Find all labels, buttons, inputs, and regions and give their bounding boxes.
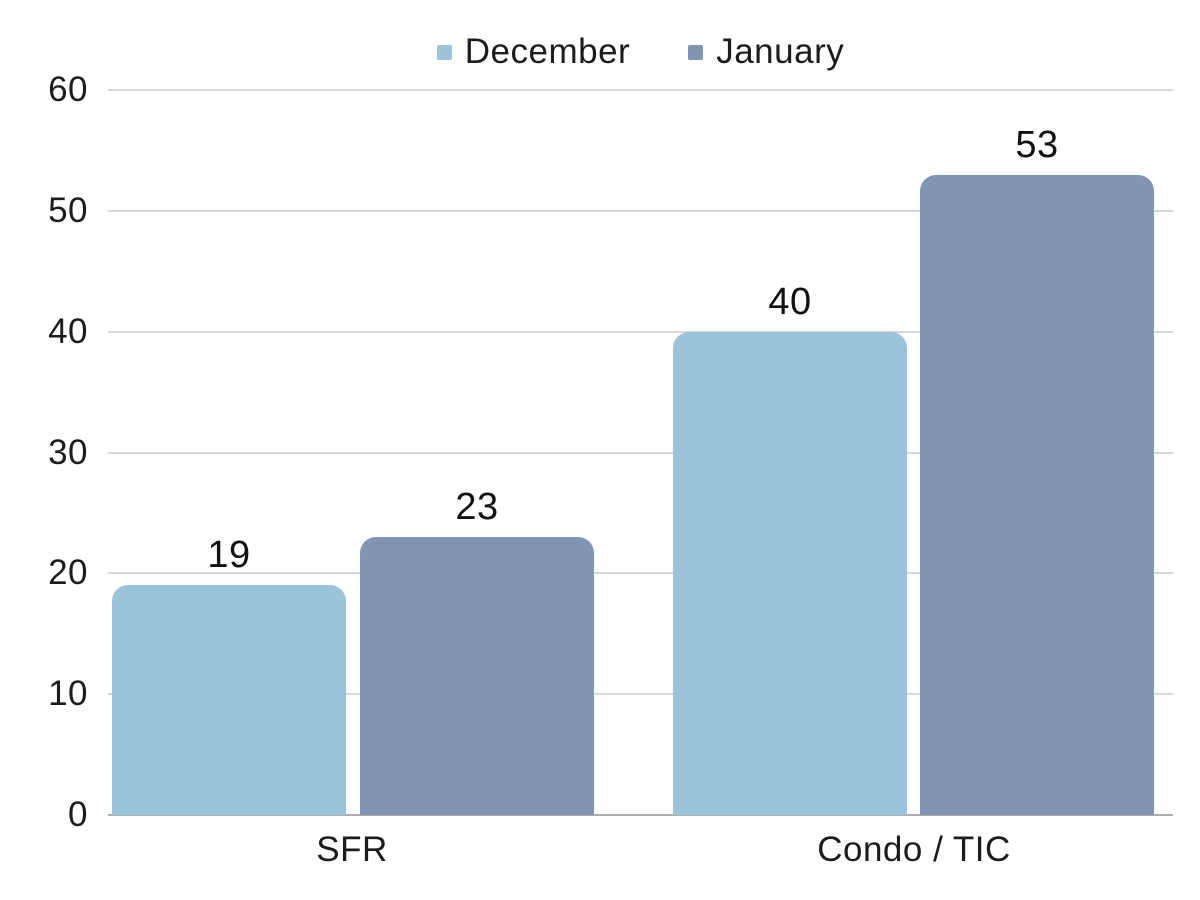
bar-january-condo-tic (920, 174, 1154, 815)
gridline-y-20 (108, 572, 1173, 575)
y-tick-label-40: 40 (48, 311, 88, 351)
y-tick-label-20: 20 (48, 553, 88, 593)
chart-legend: December January (108, 28, 1173, 76)
legend-swatch-january (688, 44, 704, 60)
legend-item-december: December (436, 32, 631, 72)
y-tick-label-30: 30 (48, 432, 88, 472)
bar-december-condo-tic (673, 331, 907, 815)
x-category-label-sfr: SFR (316, 830, 388, 869)
gridline-y-60 (108, 89, 1173, 91)
bar-january-sfr (360, 537, 594, 815)
gridline-y-40 (108, 330, 1173, 333)
gridline-y-10 (108, 693, 1173, 696)
gridline-y-50 (108, 209, 1173, 212)
y-tick-label-50: 50 (48, 190, 88, 230)
legend-swatch-december (436, 44, 452, 60)
value-label-december-sfr: 19 (207, 534, 251, 577)
legend-label-january: January (716, 32, 845, 71)
y-tick-label-10: 10 (48, 674, 88, 714)
y-tick-label-60: 60 (48, 70, 88, 109)
value-label-january-condo-tic: 53 (1015, 123, 1059, 166)
legend-item-january: January (688, 32, 844, 72)
bar-december-sfr (112, 585, 346, 815)
value-label-december-condo-tic: 40 (768, 280, 812, 323)
gridline-y-30 (108, 451, 1173, 454)
legend-label-december: December (464, 32, 631, 71)
x-axis-baseline (108, 814, 1173, 816)
value-label-january-sfr: 23 (455, 486, 499, 529)
x-category-label-condo-tic: Condo / TIC (817, 830, 1011, 869)
y-tick-label-0: 0 (68, 795, 88, 834)
